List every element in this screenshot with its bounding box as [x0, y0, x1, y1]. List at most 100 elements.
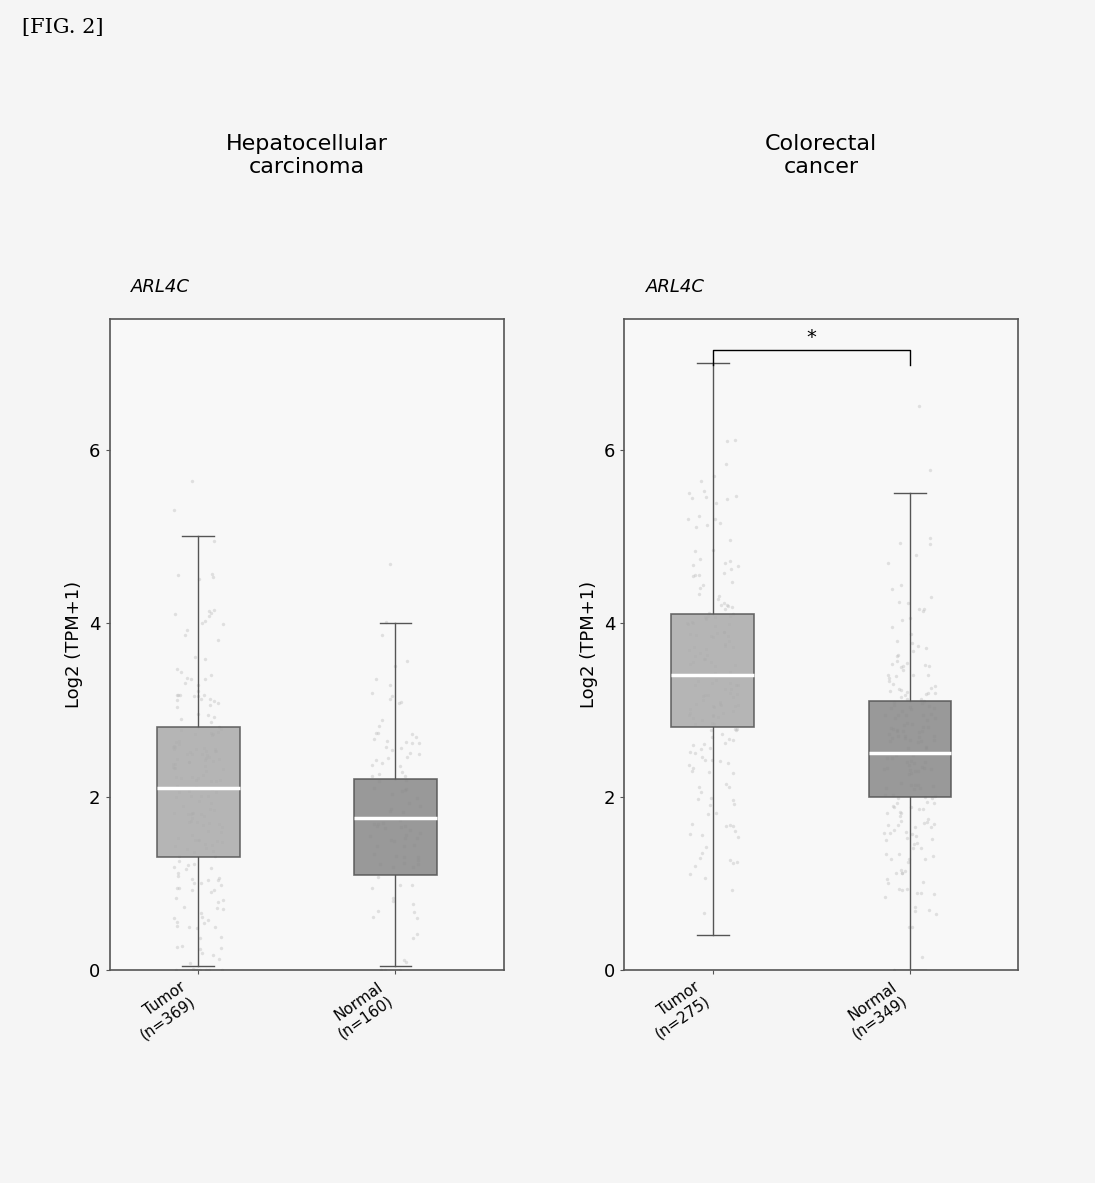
Point	[214, 961, 231, 980]
Point	[401, 743, 418, 762]
Point	[693, 782, 711, 801]
Point	[715, 622, 733, 641]
Point	[166, 738, 184, 757]
Point	[694, 691, 712, 710]
Point	[205, 751, 222, 770]
Point	[701, 738, 718, 757]
Point	[393, 782, 411, 801]
Point	[381, 555, 399, 574]
Point	[702, 795, 719, 814]
Point	[194, 907, 211, 926]
Point	[890, 845, 908, 864]
Point	[183, 803, 200, 822]
Point	[391, 875, 408, 894]
Point	[170, 782, 187, 801]
Point	[885, 797, 902, 816]
Point	[885, 696, 902, 715]
Point	[919, 666, 936, 685]
Point	[703, 673, 721, 692]
Point	[175, 898, 193, 917]
Point	[200, 813, 218, 832]
Point	[209, 723, 227, 742]
Point	[892, 658, 910, 677]
Point	[898, 654, 915, 673]
Point	[403, 733, 420, 752]
Point	[892, 743, 910, 762]
Point	[726, 431, 744, 450]
Point	[703, 728, 721, 746]
Point	[879, 554, 897, 573]
Point	[726, 821, 744, 840]
Point	[876, 759, 894, 778]
Point	[166, 888, 184, 907]
Point	[681, 700, 699, 719]
Point	[408, 789, 426, 808]
Point	[681, 641, 699, 660]
Point	[212, 833, 230, 852]
Point	[913, 718, 931, 737]
Point	[391, 961, 408, 980]
Point	[914, 705, 932, 724]
Point	[902, 699, 920, 718]
Point	[205, 725, 222, 744]
Point	[888, 651, 906, 670]
Point	[412, 825, 429, 843]
Point	[209, 693, 227, 712]
Point	[881, 732, 899, 751]
Point	[168, 961, 185, 980]
Point	[888, 722, 906, 741]
Point	[178, 855, 196, 874]
Point	[904, 780, 922, 799]
Point	[724, 702, 741, 720]
Point	[719, 596, 737, 615]
Point	[897, 729, 914, 748]
Point	[188, 919, 206, 938]
Bar	[671, 614, 754, 728]
Point	[199, 871, 217, 890]
Point	[904, 839, 922, 858]
Point	[892, 610, 910, 629]
Point	[174, 796, 192, 815]
Point	[706, 608, 724, 627]
Point	[717, 454, 735, 473]
Point	[404, 894, 422, 913]
Point	[169, 565, 186, 584]
Point	[889, 726, 907, 745]
Point	[696, 649, 714, 668]
Point	[367, 751, 384, 770]
Point	[368, 670, 385, 689]
Text: ARL4C: ARL4C	[131, 278, 191, 296]
Point	[679, 614, 696, 633]
Point	[908, 545, 925, 564]
Point	[189, 769, 207, 788]
Point	[365, 814, 382, 833]
Point	[186, 830, 204, 849]
Point	[696, 751, 714, 770]
Point	[892, 687, 910, 706]
Point	[197, 749, 215, 768]
Point	[725, 853, 742, 872]
Point	[917, 849, 934, 868]
Point	[696, 607, 714, 626]
Point	[703, 750, 721, 769]
Point	[367, 724, 384, 743]
Point	[716, 679, 734, 698]
Point	[679, 615, 696, 634]
Point	[169, 749, 186, 768]
Text: ARL4C: ARL4C	[646, 278, 705, 296]
Point	[404, 858, 422, 877]
Point	[368, 836, 385, 855]
Point	[187, 771, 205, 790]
Point	[889, 789, 907, 808]
Point	[189, 686, 207, 705]
Point	[692, 848, 710, 867]
Point	[212, 875, 230, 894]
Point	[195, 738, 212, 757]
Point	[369, 868, 387, 887]
Point	[886, 709, 903, 728]
Point	[397, 780, 415, 799]
Point	[876, 705, 894, 724]
Point	[880, 725, 898, 744]
Bar	[868, 702, 952, 796]
Point	[194, 613, 211, 632]
